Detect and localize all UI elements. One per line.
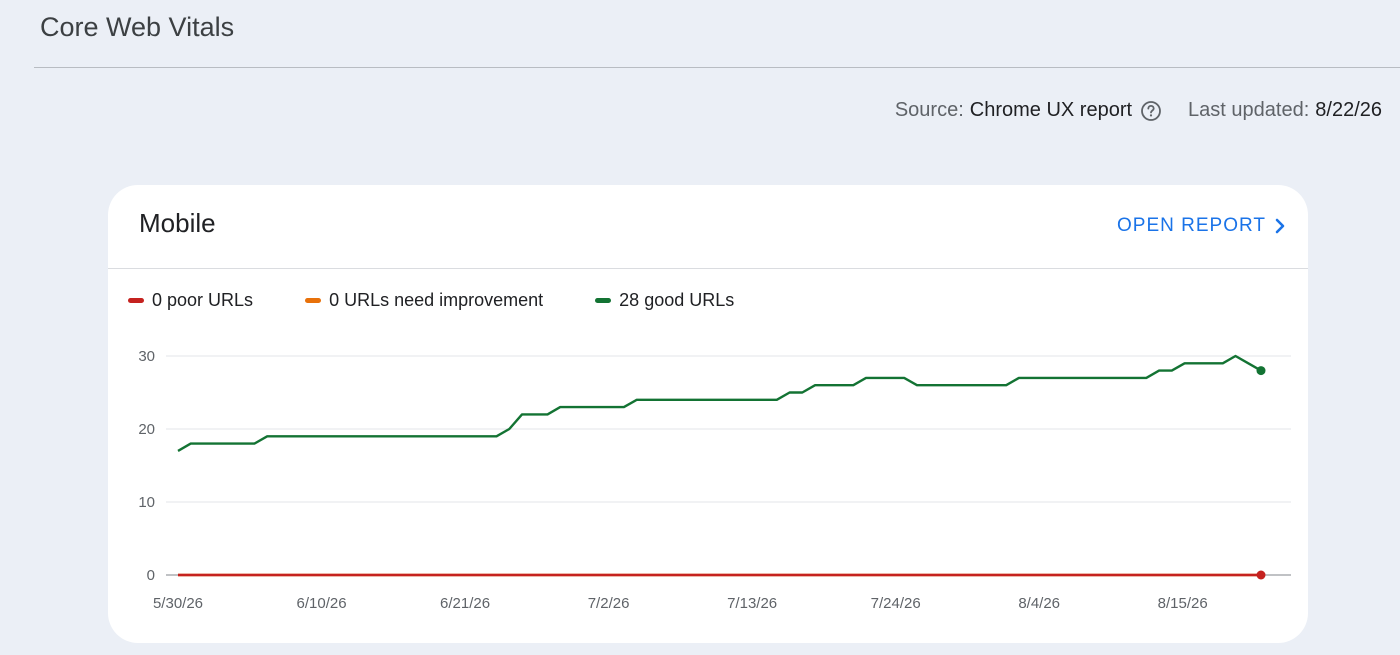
legend-swatch-poor xyxy=(128,298,144,303)
y-tick-label: 10 xyxy=(138,494,155,511)
legend-label-good: 28 good URLs xyxy=(619,290,735,310)
chart: 0 10 20 30 5/30/26 6/10/26 6/21/26 7/2/26 7/13/2… xyxy=(138,348,1291,612)
x-tick-label: 7/2/26 xyxy=(588,595,630,612)
legend-label-poor: 0 poor URLs xyxy=(152,290,254,310)
source-label: Source: xyxy=(894,99,964,121)
series-end-point-good xyxy=(1256,366,1266,376)
legend-swatch-needs-improvement xyxy=(305,298,322,303)
legend-item-good[interactable]: 28 good URLs xyxy=(595,290,734,311)
x-tick-label: 6/10/26 xyxy=(297,595,347,612)
series-line-good xyxy=(177,354,1262,452)
card-title: Mobile xyxy=(139,208,216,238)
x-tick-label: 7/24/26 xyxy=(871,595,921,612)
mobile-card: Mobile OPEN REPORT 0 10 20 30 5/30/26 6/10/26… xyxy=(108,185,1308,643)
y-tick-label: 30 xyxy=(138,348,155,365)
last-updated: Last updated: 8/22/26 xyxy=(1188,99,1382,122)
chart-legend: 0 poor URLs 0 URLs need improvement 28 g… xyxy=(128,290,786,311)
y-tick-label: 0 xyxy=(147,567,155,584)
header-divider xyxy=(34,67,1400,68)
x-tick-label: 6/21/26 xyxy=(440,595,490,612)
help-circle-icon[interactable] xyxy=(1140,100,1162,122)
chevron-right-icon xyxy=(1275,218,1285,234)
legend-item-needs-improvement[interactable]: 0 URLs need improvement xyxy=(305,290,543,311)
page-title: Core Web Vitals xyxy=(40,12,235,42)
source-bar: Source: Chrome UX report Last updated: 8… xyxy=(895,99,1382,122)
source-value: Chrome UX report xyxy=(969,99,1133,121)
card-divider xyxy=(108,268,1308,269)
x-tick-label: 5/30/26 xyxy=(153,595,203,612)
legend-label-needs-improvement: 0 URLs need improvement xyxy=(329,290,544,310)
last-updated-value: 8/22/26 xyxy=(1315,99,1382,121)
series-end-point-poor xyxy=(1256,570,1266,580)
x-tick-label: 8/15/26 xyxy=(1158,595,1208,612)
open-report-button[interactable]: OPEN REPORT xyxy=(1117,215,1286,237)
x-tick-label: 7/13/26 xyxy=(727,595,777,612)
open-report-label: OPEN REPORT xyxy=(1117,215,1266,236)
last-updated-label: Last updated: xyxy=(1188,99,1310,121)
x-tick-label: 8/4/26 xyxy=(1018,595,1060,612)
legend-item-poor[interactable]: 0 poor URLs xyxy=(128,290,253,311)
y-tick-label: 20 xyxy=(138,421,155,438)
legend-swatch-good xyxy=(595,298,612,303)
